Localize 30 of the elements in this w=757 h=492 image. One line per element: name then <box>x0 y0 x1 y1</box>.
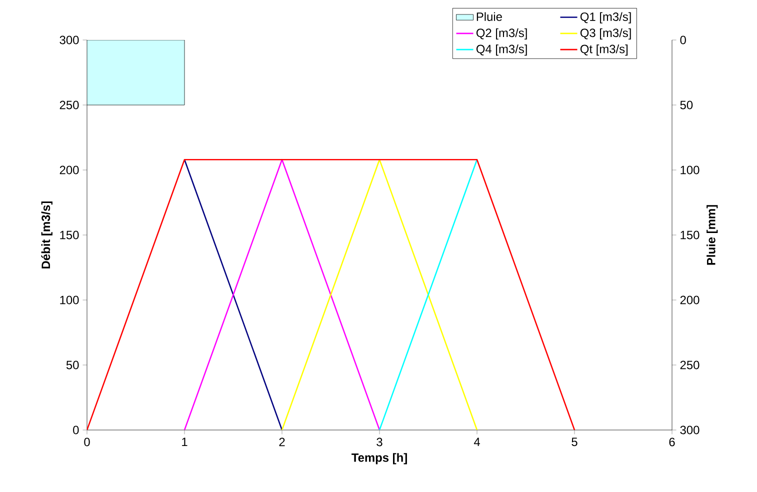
y2-tick-label: 200 <box>680 296 700 304</box>
x-axis-title: Temps [h] <box>352 453 407 464</box>
y-tick-label: 200 <box>60 166 79 174</box>
legend-label: Pluie <box>476 12 502 21</box>
legend-label: Q1 [m3/s] <box>580 12 631 24</box>
y2-tick-label: 0 <box>680 36 686 44</box>
x-tick-label: 0 <box>84 438 90 446</box>
x-tick-label: 3 <box>376 438 382 446</box>
y2-tick-label: 150 <box>680 230 700 240</box>
x-tick-label: 5 <box>572 438 578 446</box>
y-tick-label: 250 <box>60 100 79 110</box>
legend-label: Q3 [m3/s] <box>580 28 631 40</box>
y-tick-label: 0 <box>73 426 79 434</box>
legend-label: Qt [m3/s] <box>580 44 628 56</box>
y2-tick-label: 250 <box>680 360 700 370</box>
y2-tick-label: 50 <box>680 100 693 110</box>
y2-axis-title: Pluie [mm] <box>706 205 718 265</box>
y2-tick-label: 300 <box>680 426 700 434</box>
legend-label: Q4 [m3/s] <box>476 44 527 56</box>
legend-label: Q2 [m3/s] <box>476 28 527 40</box>
x-tick-label: 6 <box>669 438 675 446</box>
y2-tick-label: 100 <box>680 166 700 174</box>
y-axis-title: Débit [m3/s] <box>41 201 52 268</box>
x-tick-label: 4 <box>474 438 480 446</box>
y-tick-label: 100 <box>60 296 79 304</box>
y-tick-label: 300 <box>60 36 79 44</box>
x-tick-label: 1 <box>182 438 188 446</box>
y-tick-label: 150 <box>60 230 79 240</box>
y-tick-label: 50 <box>66 360 79 370</box>
x-tick-label: 2 <box>279 438 285 446</box>
